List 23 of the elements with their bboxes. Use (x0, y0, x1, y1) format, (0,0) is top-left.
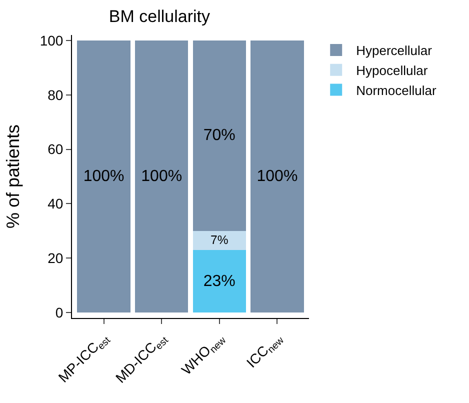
bar (192, 40, 246, 231)
y-tick-label: 60 (48, 141, 64, 158)
data-label: 7% (210, 232, 228, 247)
data-label: 100% (141, 168, 182, 185)
y-tick-label: 20 (48, 250, 64, 266)
y-tick-label: 40 (48, 196, 64, 212)
bar (192, 250, 246, 313)
bar (135, 40, 188, 313)
bar (192, 230, 246, 250)
bar (77, 40, 130, 313)
y-tick-label: 100 (40, 32, 64, 48)
legend-label: Hypocellular (356, 62, 428, 78)
bar (250, 40, 304, 313)
data-label: 100% (256, 168, 298, 185)
legend-label: Hypercellular (356, 43, 433, 58)
data-label: 70% (203, 127, 236, 144)
data-label: 100% (83, 168, 124, 185)
data-label: 23% (203, 272, 236, 290)
chart-title: BM cellularity (108, 6, 210, 26)
y-tick-label: 0 (55, 304, 64, 320)
y-axis-title: % of patients (3, 124, 24, 229)
y-tick-label: 80 (48, 86, 64, 103)
legend-label: Normocellular (356, 82, 437, 98)
